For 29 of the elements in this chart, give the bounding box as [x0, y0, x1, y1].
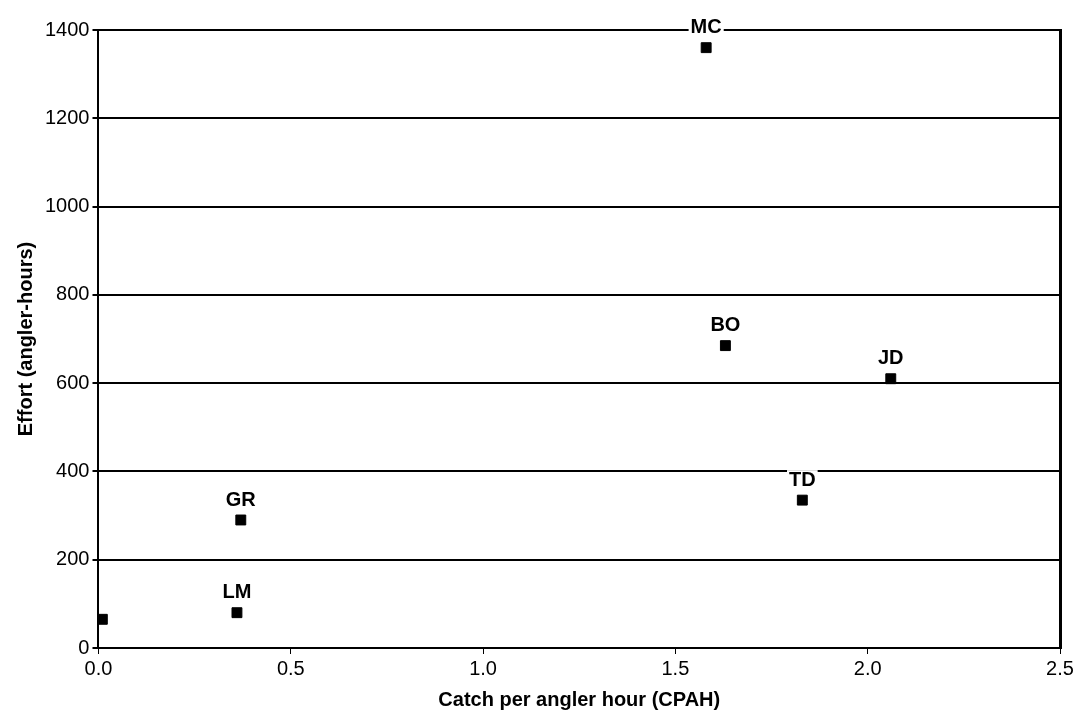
x-tick-label: 0.0 [84, 656, 113, 679]
x-tick-label: 2.0 [853, 656, 882, 679]
x-tick-label: 2.5 [1046, 656, 1074, 679]
annotation: GR [225, 487, 257, 510]
point [719, 340, 731, 352]
point [885, 373, 897, 385]
annotation: BO [710, 313, 741, 336]
y-tick-label: 1000 [44, 194, 90, 217]
y-tick-label: 1200 [44, 105, 90, 128]
point [796, 494, 808, 506]
y-tick-label: 800 [56, 282, 90, 305]
annotation: TD [788, 467, 816, 490]
x-tick-label: 1.5 [661, 656, 690, 679]
annotation: MC [690, 15, 722, 38]
y-tick-label: 200 [56, 547, 90, 570]
point [98, 613, 108, 625]
point [700, 42, 712, 54]
y-tick-label: 1400 [44, 17, 90, 40]
y-tick-label: 600 [56, 370, 90, 393]
y-axis-title: Effort (angler-hours) [13, 241, 36, 437]
x-tick-label: 0.5 [276, 656, 305, 679]
point [235, 514, 247, 526]
annotation: LM [222, 580, 252, 603]
y-tick-label: 400 [56, 458, 90, 481]
x-tick-label: 1.0 [469, 656, 497, 679]
annotation: JD [877, 346, 904, 369]
point [231, 607, 243, 619]
x-axis-title: Catch per angler hour (CPAH) [438, 687, 721, 710]
y-tick-label: 0 [78, 635, 90, 658]
